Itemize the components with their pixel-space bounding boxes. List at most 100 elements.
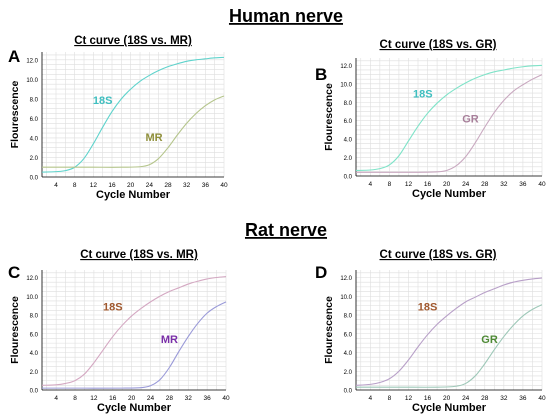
series-line-mr [41, 301, 227, 389]
panel-a: A Ct curve (18S vs. MR) 0.0 2.0 4.0 6.0 8.0 10.… [8, 35, 228, 201]
y-tick-label: 4.0 [344, 138, 353, 144]
plot-area [42, 270, 226, 390]
y-tick-label: 12.0 [340, 276, 352, 282]
plot-area [42, 52, 224, 177]
series-label-18s: 18S [418, 301, 438, 313]
panel-title: Ct curve (18S vs. GR) [380, 39, 497, 51]
y-tick-label: 2.0 [344, 156, 353, 162]
y-tick-label: 8.0 [344, 101, 353, 107]
x-tick-label: 12 [90, 395, 98, 402]
y-tick-label: 10.0 [340, 295, 352, 301]
panel-title: Ct curve (18S vs. MR) [74, 35, 192, 47]
y-axis-title: Flourescence [9, 80, 21, 148]
x-tick-label: 28 [481, 395, 489, 402]
x-tick-label: 40 [538, 181, 546, 188]
x-tick-label: 20 [443, 395, 451, 402]
x-tick-label: 12 [405, 395, 413, 402]
y-axis-title: Flourescence [323, 296, 335, 364]
x-tick-label: 24 [147, 395, 155, 402]
panel-letter: C [8, 263, 20, 282]
x-tick-label: 4 [368, 181, 372, 188]
x-tick-label: 20 [127, 182, 135, 189]
series-line-18s [41, 276, 227, 386]
y-tick-label: 10.0 [26, 78, 38, 84]
series-line-18s [355, 277, 543, 386]
y-tick-label: 8.0 [344, 314, 353, 320]
x-axis-title: Cycle Number [412, 188, 487, 200]
section-title-rat: Rat nerve [245, 220, 327, 240]
y-tick-label: 6.0 [344, 119, 353, 125]
plot-area [356, 270, 542, 390]
x-tick-label: 24 [146, 182, 154, 189]
panel-letter: A [8, 47, 20, 66]
y-tick-label: 0.0 [344, 175, 353, 181]
panel-letter: B [315, 65, 327, 84]
grid [356, 270, 543, 391]
x-tick-label: 8 [388, 181, 392, 188]
series-label-mr: MR [145, 132, 162, 144]
x-tick-label: 16 [424, 181, 432, 188]
series-label-18s: 18S [103, 301, 123, 313]
y-tick-label: 2.0 [30, 370, 39, 376]
x-tick-label: 28 [166, 395, 174, 402]
series-line-mr [41, 95, 225, 168]
x-tick-label: 20 [128, 395, 136, 402]
series-label-mr: MR [161, 334, 178, 346]
series-line-gr [356, 74, 543, 173]
x-axis-title: Cycle Number [97, 402, 172, 414]
series-label-18s: 18S [413, 89, 433, 101]
y-tick-label: 8.0 [30, 314, 39, 320]
x-tick-label: 40 [220, 182, 228, 189]
x-tick-label: 40 [538, 395, 546, 402]
series-line-gr [355, 304, 543, 388]
x-tick-label: 4 [54, 182, 58, 189]
y-tick-label: 0.0 [30, 176, 39, 182]
x-tick-label: 16 [108, 182, 116, 189]
x-tick-label: 12 [405, 181, 413, 188]
y-axis-title: Flourescence [9, 296, 21, 364]
panel-letter: D [315, 263, 327, 282]
x-tick-label: 36 [519, 181, 527, 188]
series-line-18s [355, 64, 543, 172]
y-axis-title: Flourescence [323, 83, 335, 151]
plot-area [356, 58, 542, 176]
x-tick-label: 32 [185, 395, 193, 402]
x-tick-label: 24 [462, 181, 470, 188]
x-tick-label: 16 [424, 395, 432, 402]
y-tick-label: 0.0 [30, 389, 39, 395]
series-label-18s: 18S [93, 95, 113, 107]
panel-title: Ct curve (18S vs. GR) [380, 249, 497, 261]
x-tick-label: 36 [519, 395, 527, 402]
y-tick-label: 0.0 [344, 389, 353, 395]
y-tick-label: 6.0 [344, 332, 353, 338]
x-tick-label: 28 [164, 182, 172, 189]
x-tick-label: 8 [73, 182, 77, 189]
x-tick-label: 32 [183, 182, 191, 189]
x-tick-label: 4 [54, 395, 58, 402]
y-tick-label: 4.0 [344, 351, 353, 357]
grid [42, 52, 225, 178]
panel-title: Ct curve (18S vs. MR) [80, 249, 198, 261]
y-tick-label: 2.0 [344, 370, 353, 376]
x-axis-title: Cycle Number [412, 402, 487, 414]
x-tick-label: 36 [204, 395, 212, 402]
y-tick-label: 8.0 [30, 97, 39, 103]
y-tick-label: 4.0 [30, 351, 39, 357]
x-tick-label: 32 [500, 181, 508, 188]
grid [42, 270, 227, 391]
y-tick-label: 12.0 [26, 58, 38, 64]
x-tick-label: 20 [443, 181, 451, 188]
x-tick-label: 24 [462, 395, 470, 402]
x-tick-label: 16 [109, 395, 117, 402]
x-tick-label: 8 [388, 395, 392, 402]
y-tick-label: 12.0 [340, 64, 352, 70]
y-tick-label: 10.0 [340, 82, 352, 88]
x-tick-label: 8 [73, 395, 77, 402]
section-title-human: Human nerve [229, 6, 343, 26]
y-tick-label: 6.0 [30, 117, 39, 123]
x-tick-label: 28 [481, 181, 489, 188]
y-tick-label: 10.0 [26, 295, 38, 301]
series-label-gr: GR [462, 114, 479, 126]
panel-c: C Ct curve (18S vs. MR) 0.0 2.0 4.0 6.0 8.0 10.… [8, 249, 230, 414]
